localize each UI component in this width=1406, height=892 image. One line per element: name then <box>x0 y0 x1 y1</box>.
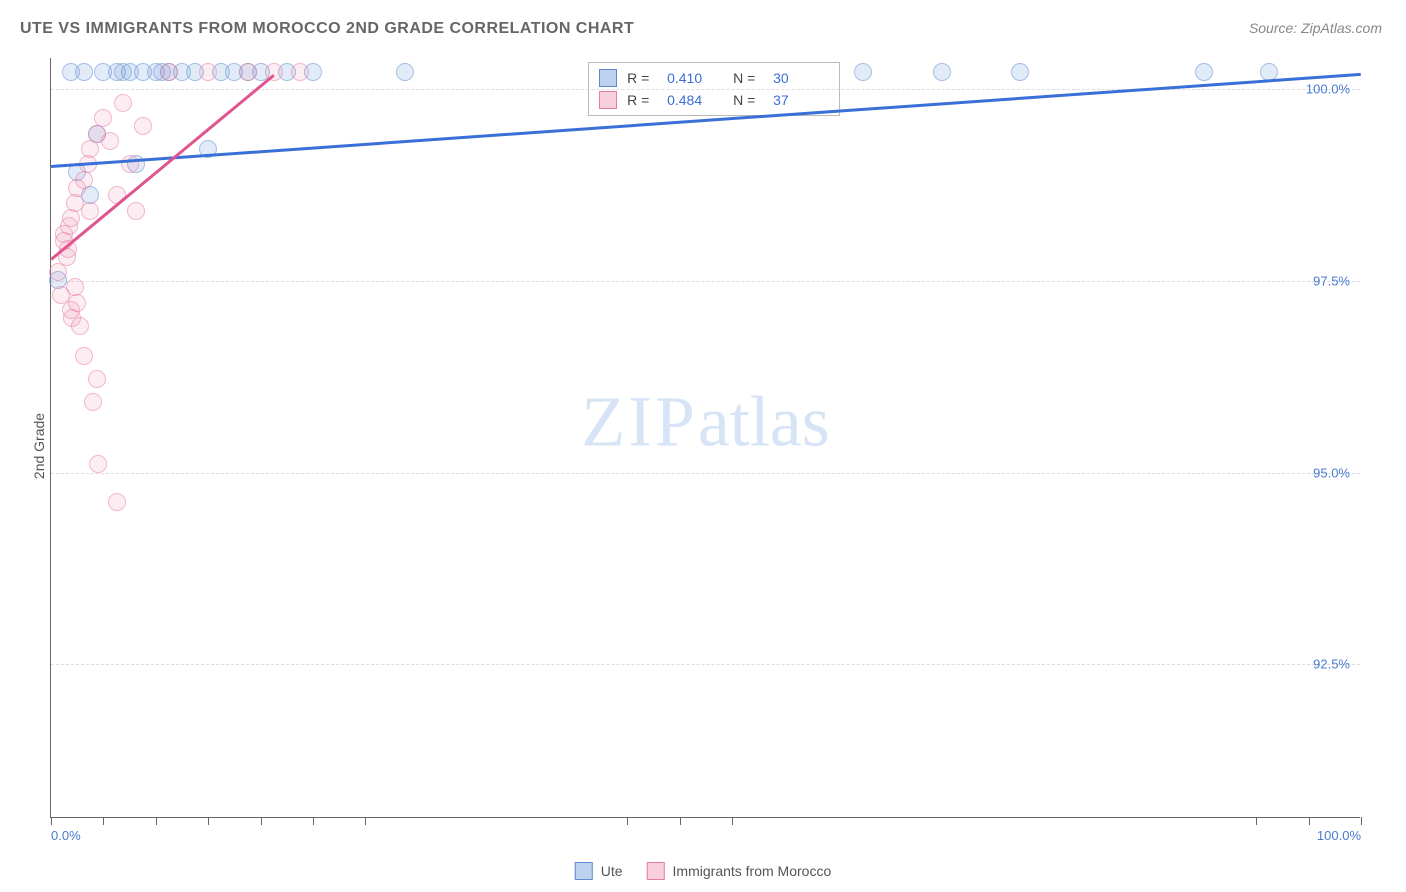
gridline <box>51 664 1360 665</box>
x-tick <box>156 817 157 825</box>
data-point <box>81 140 99 158</box>
data-point <box>239 63 257 81</box>
n-value-ute: 30 <box>773 70 829 86</box>
x-tick <box>103 817 104 825</box>
x-tick <box>1256 817 1257 825</box>
data-point <box>94 109 112 127</box>
y-tick-label: 100.0% <box>1306 81 1350 96</box>
swatch-pink-icon <box>647 862 665 880</box>
swatch-blue-icon <box>599 69 617 87</box>
y-tick-label: 97.5% <box>1313 273 1350 288</box>
data-point <box>81 202 99 220</box>
x-tick <box>732 817 733 825</box>
r-value-ute: 0.410 <box>667 70 723 86</box>
gridline <box>51 473 1360 474</box>
r-label: R = <box>627 70 657 86</box>
data-point <box>108 186 126 204</box>
source-attribution: Source: ZipAtlas.com <box>1249 20 1382 36</box>
stats-row-morocco: R = 0.484 N = 37 <box>599 89 829 111</box>
x-tick <box>680 817 681 825</box>
x-tick <box>1361 817 1362 825</box>
swatch-pink-icon <box>599 91 617 109</box>
data-point <box>89 455 107 473</box>
stats-row-ute: R = 0.410 N = 30 <box>599 67 829 89</box>
x-tick <box>208 817 209 825</box>
y-tick-label: 92.5% <box>1313 657 1350 672</box>
data-point <box>68 294 86 312</box>
data-point <box>75 63 93 81</box>
data-point <box>114 94 132 112</box>
scatter-plot-area: ZIPatlas R = 0.410 N = 30 R = 0.484 N = … <box>50 58 1360 818</box>
data-point <box>1195 63 1213 81</box>
x-tick <box>51 817 52 825</box>
data-point <box>88 370 106 388</box>
x-tick <box>627 817 628 825</box>
data-point <box>1011 63 1029 81</box>
data-point <box>101 132 119 150</box>
x-tick <box>313 817 314 825</box>
data-point <box>291 63 309 81</box>
legend-item-ute: Ute <box>575 862 623 880</box>
y-tick-label: 95.0% <box>1313 465 1350 480</box>
data-point <box>160 63 178 81</box>
data-point <box>854 63 872 81</box>
data-point <box>933 63 951 81</box>
data-point <box>75 347 93 365</box>
legend-label: Immigrants from Morocco <box>673 863 832 879</box>
data-point <box>71 317 89 335</box>
watermark: ZIPatlas <box>581 381 830 464</box>
x-tick-label: 100.0% <box>1317 828 1361 843</box>
r-label: R = <box>627 92 657 108</box>
legend-label: Ute <box>601 863 623 879</box>
data-point <box>84 393 102 411</box>
data-point <box>49 263 67 281</box>
legend-item-morocco: Immigrants from Morocco <box>647 862 832 880</box>
swatch-blue-icon <box>575 862 593 880</box>
r-value-morocco: 0.484 <box>667 92 723 108</box>
x-tick-label: 0.0% <box>51 828 81 843</box>
data-point <box>134 117 152 135</box>
data-point <box>127 202 145 220</box>
n-value-morocco: 37 <box>773 92 829 108</box>
data-point <box>396 63 414 81</box>
y-axis-label: 2nd Grade <box>31 413 47 479</box>
x-tick <box>261 817 262 825</box>
data-point <box>75 171 93 189</box>
x-tick <box>365 817 366 825</box>
x-tick <box>1309 817 1310 825</box>
data-point <box>62 209 80 227</box>
data-point <box>199 63 217 81</box>
n-label: N = <box>733 92 763 108</box>
n-label: N = <box>733 70 763 86</box>
series-legend: Ute Immigrants from Morocco <box>575 862 832 880</box>
data-point <box>108 493 126 511</box>
chart-title: UTE VS IMMIGRANTS FROM MOROCCO 2ND GRADE… <box>20 20 634 37</box>
gridline <box>51 281 1360 282</box>
